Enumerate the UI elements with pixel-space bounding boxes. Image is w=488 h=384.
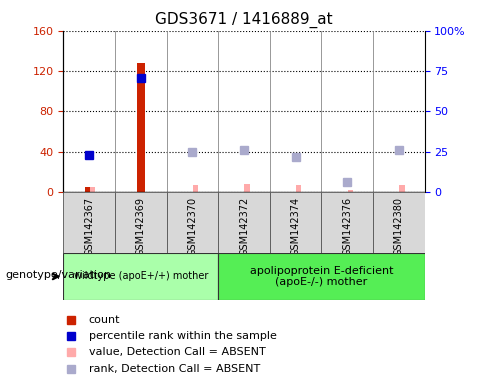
Bar	[373, 192, 425, 253]
Bar	[137, 63, 145, 192]
Bar	[244, 184, 250, 192]
Bar	[63, 192, 115, 253]
Text: GSM142376: GSM142376	[342, 197, 352, 256]
Text: count: count	[89, 315, 120, 325]
Text: GSM142367: GSM142367	[84, 197, 94, 256]
Bar	[218, 192, 270, 253]
Bar	[193, 185, 198, 192]
Bar	[85, 187, 93, 192]
Text: genotype/variation: genotype/variation	[5, 270, 111, 280]
Text: wildtype (apoE+/+) mother: wildtype (apoE+/+) mother	[74, 271, 208, 281]
Bar	[270, 192, 322, 253]
Bar	[166, 192, 218, 253]
Text: GSM142374: GSM142374	[290, 197, 301, 256]
Text: GSM142372: GSM142372	[239, 197, 249, 256]
Bar	[296, 185, 302, 192]
Text: GSM142369: GSM142369	[136, 197, 146, 256]
Title: GDS3671 / 1416889_at: GDS3671 / 1416889_at	[155, 12, 333, 28]
Text: apolipoprotein E-deficient
(apoE-/-) mother: apolipoprotein E-deficient (apoE-/-) mot…	[250, 266, 393, 287]
Bar	[347, 190, 353, 192]
Bar	[63, 253, 218, 300]
Bar	[218, 253, 425, 300]
Text: value, Detection Call = ABSENT: value, Detection Call = ABSENT	[89, 348, 265, 358]
Text: percentile rank within the sample: percentile rank within the sample	[89, 331, 277, 341]
Text: GSM142370: GSM142370	[187, 197, 198, 256]
Bar	[322, 192, 373, 253]
Text: GSM142380: GSM142380	[394, 197, 404, 256]
Bar	[90, 187, 95, 192]
Text: rank, Detection Call = ABSENT: rank, Detection Call = ABSENT	[89, 364, 260, 374]
Bar	[115, 192, 166, 253]
Bar	[399, 185, 405, 192]
